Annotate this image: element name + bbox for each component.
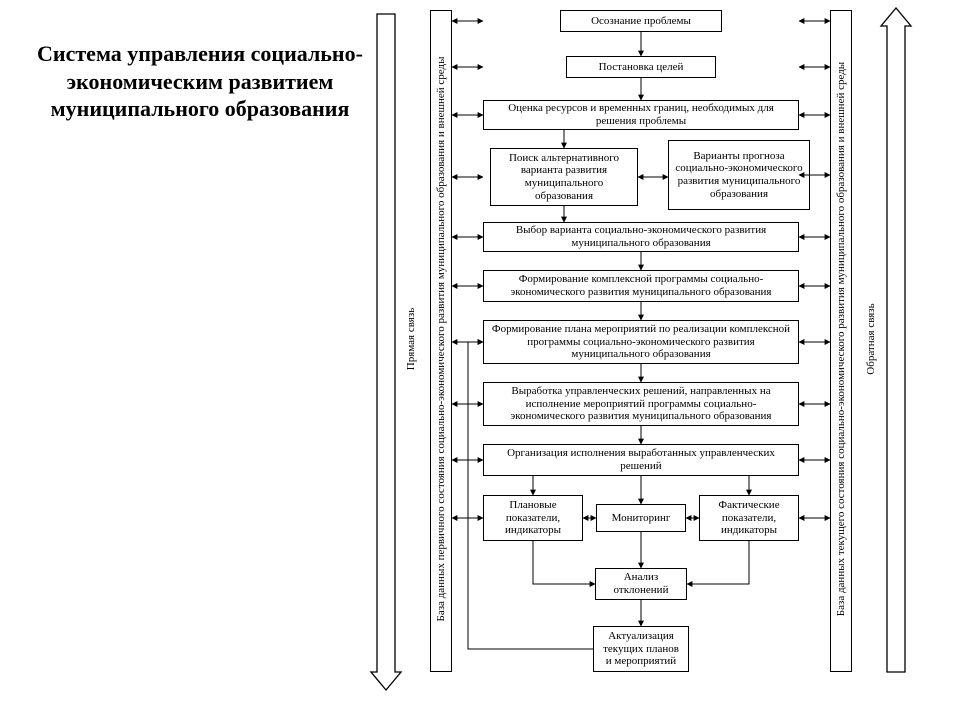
box-goal-setting: Постановка целей <box>566 56 716 78</box>
box-alt-search: Поиск альтернативного варианта развития … <box>490 148 638 206</box>
box-execution: Организация исполнения выработанных упра… <box>483 444 799 476</box>
box-program-formation: Формирование комплексной программы социа… <box>483 270 799 302</box>
box-monitoring: Мониторинг <box>596 504 686 532</box>
box-resource-assessment: Оценка ресурсов и временных границ, необ… <box>483 100 799 130</box>
label-direct: Прямая связь <box>405 239 417 439</box>
box-forecast-options: Варианты прогноза социально-экономическо… <box>668 140 810 210</box>
box-decisions: Выработка управленческих решений, направ… <box>483 382 799 426</box>
box-action-plan: Формирование плана мероприятий по реализ… <box>483 320 799 364</box>
label-left-db: База данных первичного состояния социаль… <box>435 19 447 659</box>
diagram-title: Система управления социально-экономическ… <box>20 40 380 123</box>
box-update-plans: Актуализация текущих планов и мероприяти… <box>593 626 689 672</box>
box-problem-awareness: Осознание проблемы <box>560 10 722 32</box>
label-feedback: Обратная связь <box>865 239 877 439</box>
box-planned-indicators: Плановые показатели, индикаторы <box>483 495 583 541</box>
box-option-selection: Выбор варианта социально-экономического … <box>483 222 799 252</box>
label-right-db: База данных текущего состояния социально… <box>835 19 847 659</box>
box-deviation-analysis: Анализ отклонений <box>595 568 687 600</box>
box-actual-indicators: Фактические показатели, индикаторы <box>699 495 799 541</box>
